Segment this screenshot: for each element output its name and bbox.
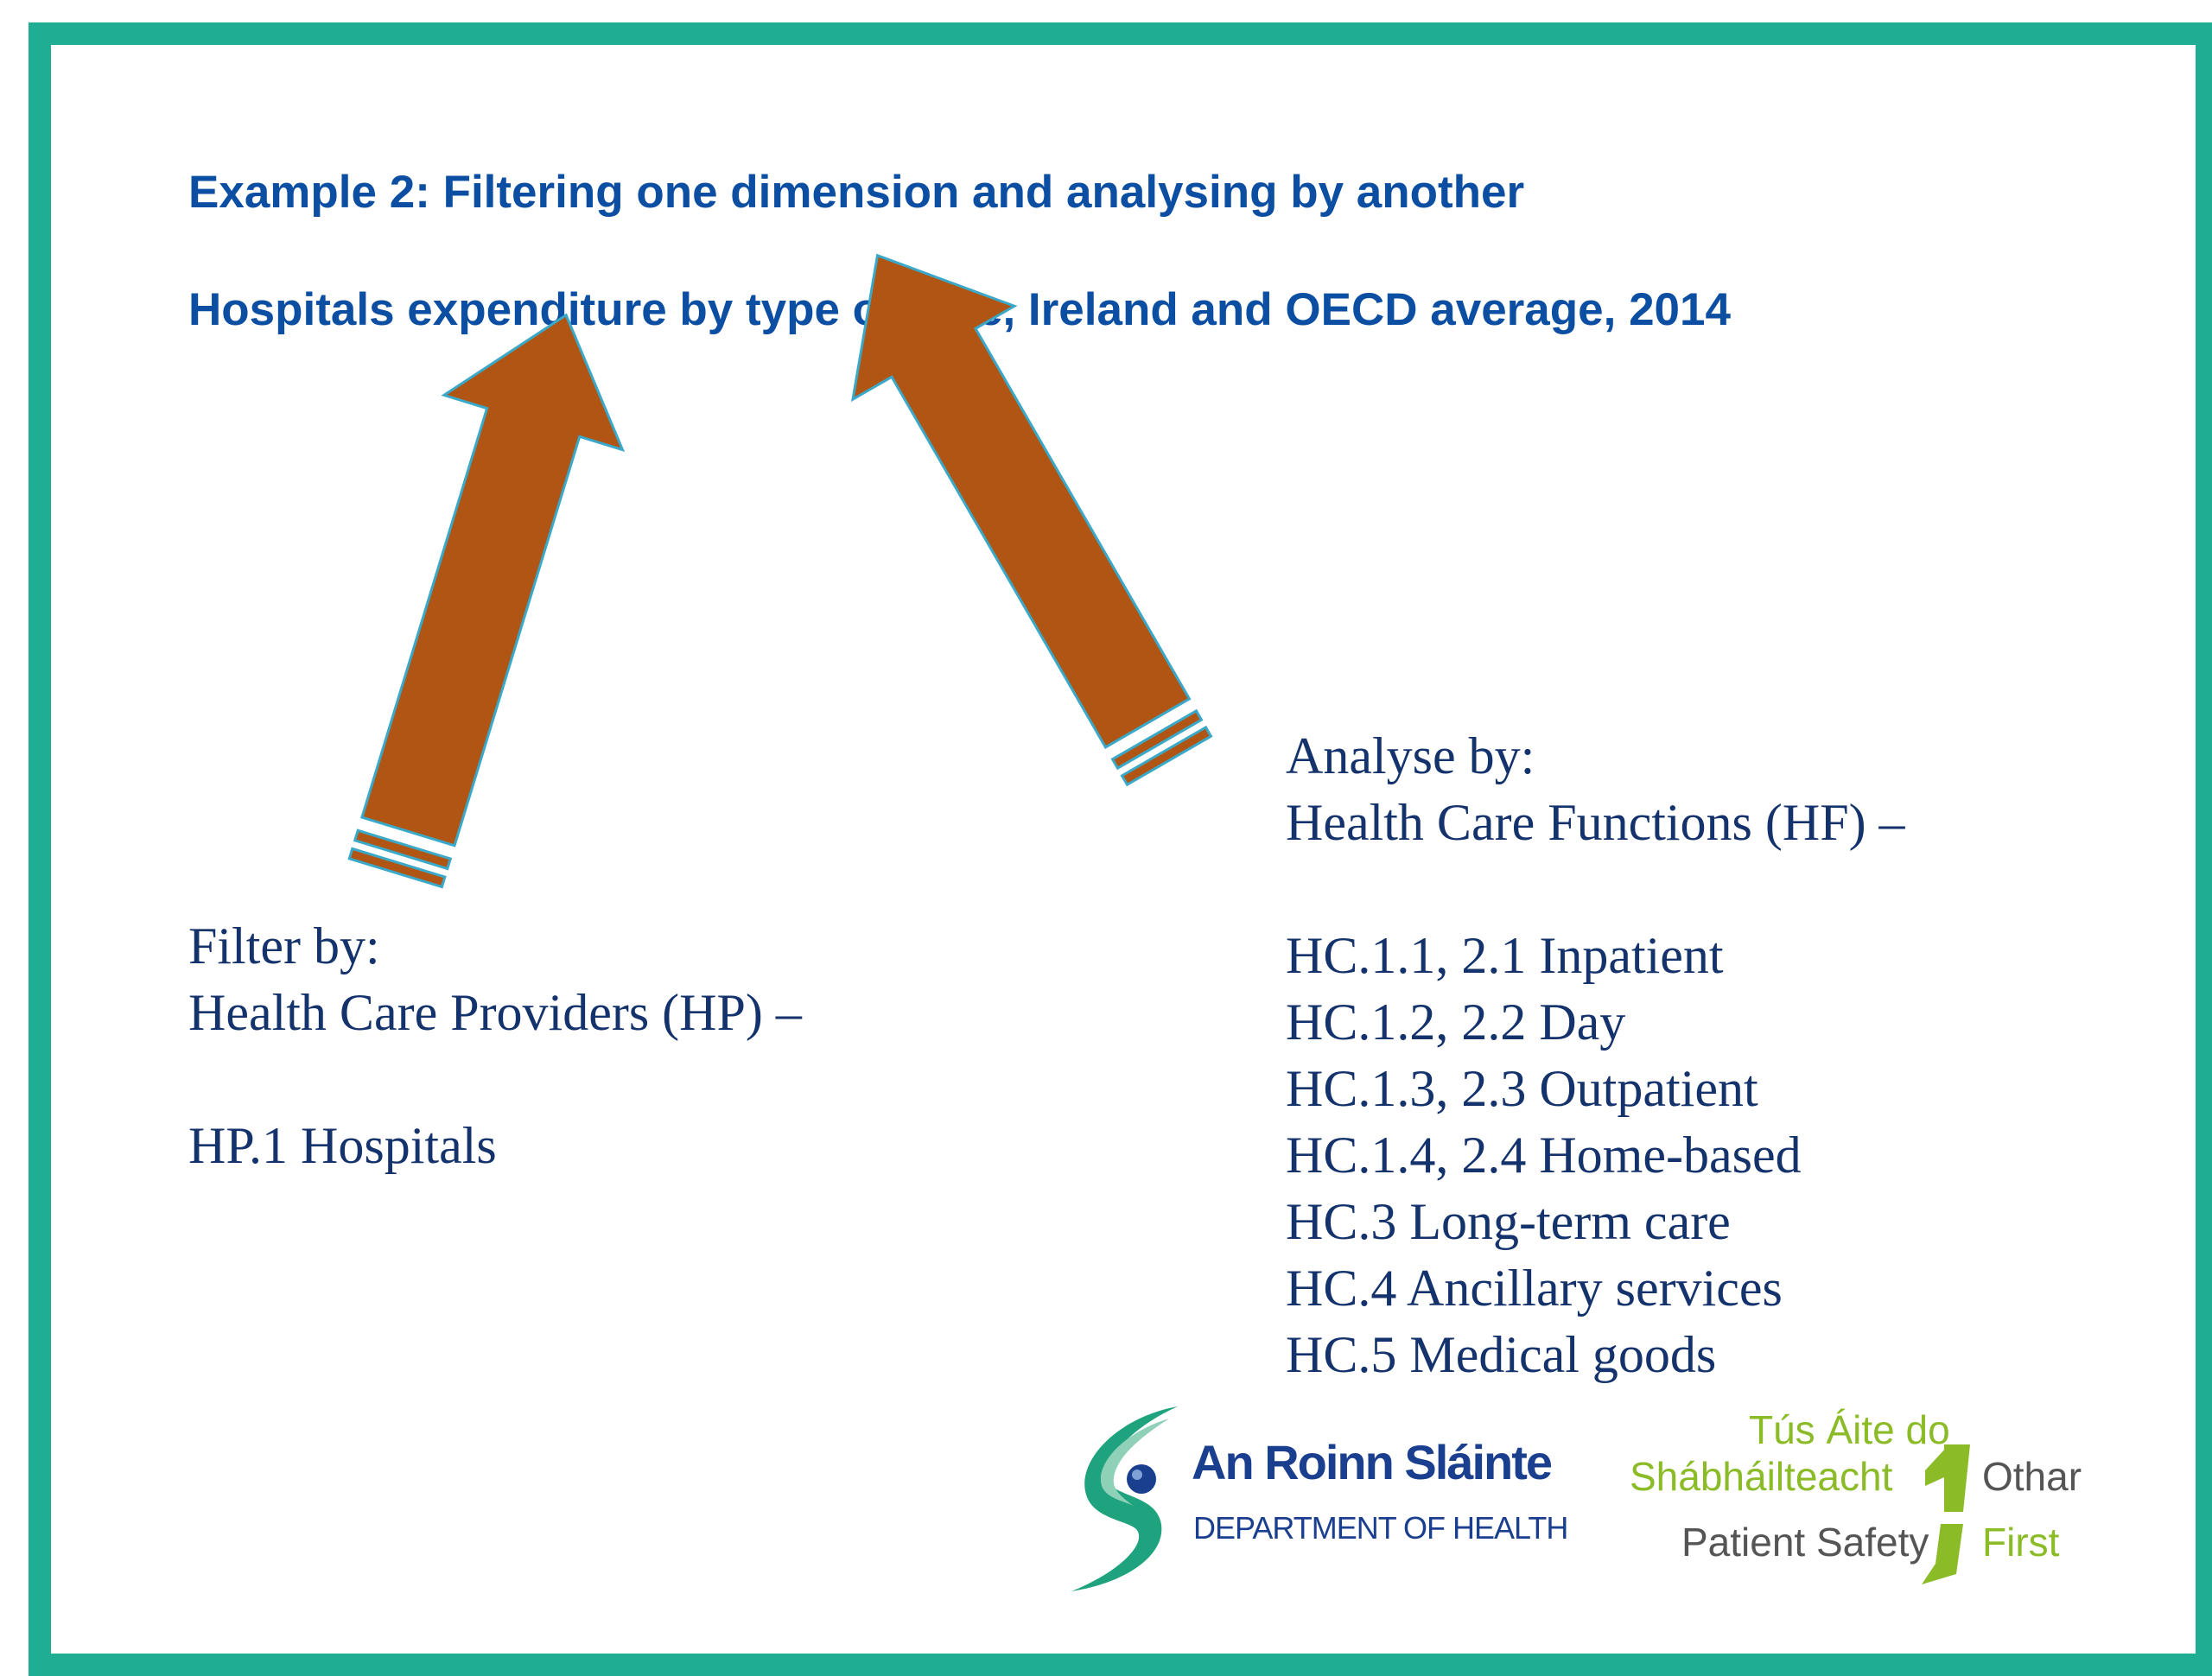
filter-heading: Filter by: [188,917,380,974]
patient-safety-irish-line1: Tús Áite do [1749,1407,1950,1452]
patient-safety-logo: Tús Áite do Shábháilteacht Othar Patient… [1624,1406,2108,1597]
filter-value: HP.1 Hospitals [188,1117,497,1174]
swirl-logo-icon [1071,1406,1178,1591]
department-name-english: DEPARTMENT OF HEALTH [1193,1510,1568,1546]
filter-spacer [188,1046,802,1113]
analyse-spacer [1286,856,1905,923]
analyse-item: HC.1.2, 2.2 Day [1286,994,1626,1051]
analyse-item: HC.5 Medical goods [1286,1326,1717,1383]
analyse-block: Analyse by: Health Care Functions (HF) –… [1286,723,1905,1388]
left-arrow-icon [347,313,626,889]
analyse-item: HC.1.4, 2.4 Home-based [1286,1127,1802,1184]
patient-safety-english: Patient Safety [1681,1520,1929,1565]
department-name-irish: An Roinn Sláinte [1192,1435,1553,1489]
analyse-dimension: Health Care Functions (HF) – [1286,794,1905,851]
analyse-item: HC.3 Long-term care [1286,1193,1731,1250]
analyse-item: HC.4 Ancillary services [1286,1260,1783,1317]
patient-safety-irish-end: Othar [1982,1454,2082,1499]
right-arrow-icon [850,253,1213,787]
analyse-item: HC.1.3, 2.3 Outpatient [1286,1060,1758,1117]
patient-safety-english-end: First [1982,1520,2060,1565]
analyse-item: HC.1.1, 2.1 Inpatient [1286,927,1724,984]
filter-block: Filter by: Health Care Providers (HP) – … [188,913,802,1179]
patient-safety-irish-line2: Shábháilteacht [1630,1454,1893,1499]
analyse-heading: Analyse by: [1286,727,1535,784]
filter-dimension: Health Care Providers (HP) – [188,984,802,1041]
department-of-health-logo: An Roinn Sláinte DEPARTMENT OF HEALTH [1067,1400,1603,1598]
slide-title: Example 2: Filtering one dimension and a… [188,167,1525,218]
number-one-icon [1922,1444,1970,1584]
